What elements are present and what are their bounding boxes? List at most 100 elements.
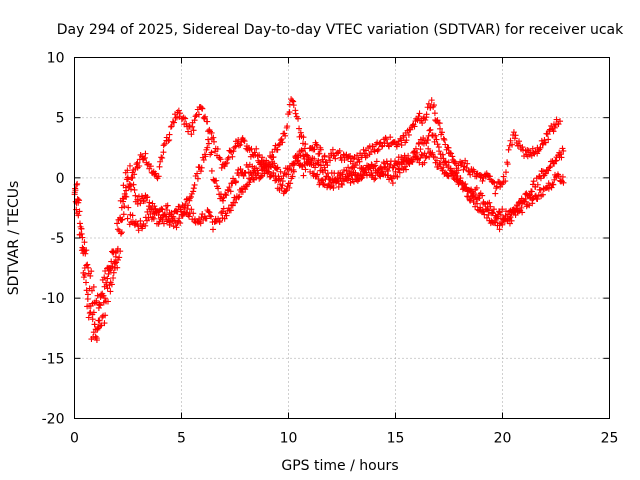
data-point (377, 139, 384, 146)
data-point (117, 248, 124, 255)
data-point (143, 217, 150, 224)
data-point (76, 197, 83, 204)
data-point (560, 147, 567, 154)
data-point (327, 157, 334, 164)
data-point (169, 118, 176, 125)
data-point (504, 216, 511, 223)
data-point (384, 140, 391, 147)
data-point (416, 110, 423, 117)
data-point (101, 274, 108, 281)
data-point (329, 146, 336, 153)
data-point (499, 206, 506, 213)
data-point (323, 159, 330, 166)
data-point (108, 265, 115, 272)
data-point (140, 155, 147, 162)
data-point (335, 183, 342, 190)
data-point (220, 205, 227, 212)
data-point (185, 128, 192, 135)
data-point (441, 136, 448, 143)
data-point (186, 213, 193, 220)
data-point (157, 158, 164, 165)
data-point (83, 279, 90, 286)
data-point (277, 168, 284, 175)
data-point (302, 141, 309, 148)
data-point (188, 206, 195, 213)
data-point (423, 140, 430, 147)
data-point (250, 176, 257, 183)
data-point (363, 169, 370, 176)
data-point (473, 196, 480, 203)
data-point (93, 297, 100, 304)
data-point (74, 180, 81, 187)
data-point (286, 109, 293, 116)
data-point (121, 193, 128, 200)
data-point (545, 185, 552, 192)
data-point (463, 186, 470, 193)
data-point (373, 158, 380, 165)
data-point (448, 150, 455, 157)
data-point (130, 181, 137, 188)
data-point (81, 271, 88, 278)
data-point (191, 117, 198, 124)
data-point (222, 160, 229, 167)
data-point (82, 250, 89, 257)
data-point (499, 221, 506, 228)
data-point (135, 227, 142, 234)
data-point (300, 172, 307, 179)
data-point (297, 129, 304, 136)
data-point (208, 167, 215, 174)
data-point (512, 132, 519, 139)
data-point (131, 171, 138, 178)
data-point (110, 274, 117, 281)
data-point (192, 113, 199, 120)
data-point (497, 180, 504, 187)
data-point (136, 162, 143, 169)
data-point (316, 150, 323, 157)
data-point (230, 148, 237, 155)
data-point (450, 156, 457, 163)
data-point (431, 102, 438, 109)
data-point (132, 192, 139, 199)
data-point (352, 162, 359, 169)
data-point (279, 139, 286, 146)
data-point (371, 176, 378, 183)
data-point (427, 126, 434, 133)
data-point (400, 134, 407, 141)
data-point (457, 175, 464, 182)
data-point (117, 214, 124, 221)
data-point (322, 176, 329, 183)
data-point (171, 119, 178, 126)
data-point (76, 220, 83, 227)
data-point (537, 144, 544, 151)
data-point (311, 146, 318, 153)
data-point (93, 337, 100, 344)
data-point (492, 190, 499, 197)
data-point (465, 167, 472, 174)
data-point (445, 144, 452, 151)
data-point (229, 153, 236, 160)
data-point (215, 185, 222, 192)
data-point (120, 182, 127, 189)
data-point (236, 193, 243, 200)
data-point (282, 132, 289, 139)
data-point (188, 131, 195, 138)
data-point (389, 180, 396, 187)
data-point (507, 137, 514, 144)
data-point (545, 167, 552, 174)
data-point (144, 194, 151, 201)
data-point (267, 152, 274, 159)
data-point (369, 172, 376, 179)
data-point (417, 146, 424, 153)
data-point (429, 149, 436, 156)
data-point (436, 148, 443, 155)
data-point (383, 166, 390, 173)
data-point (152, 170, 159, 177)
data-point (187, 193, 194, 200)
data-point (89, 316, 96, 323)
data-point (204, 144, 211, 151)
data-point (421, 159, 428, 166)
data-point (107, 288, 114, 295)
data-point (98, 322, 105, 329)
data-point (242, 170, 249, 177)
data-point (85, 314, 92, 321)
